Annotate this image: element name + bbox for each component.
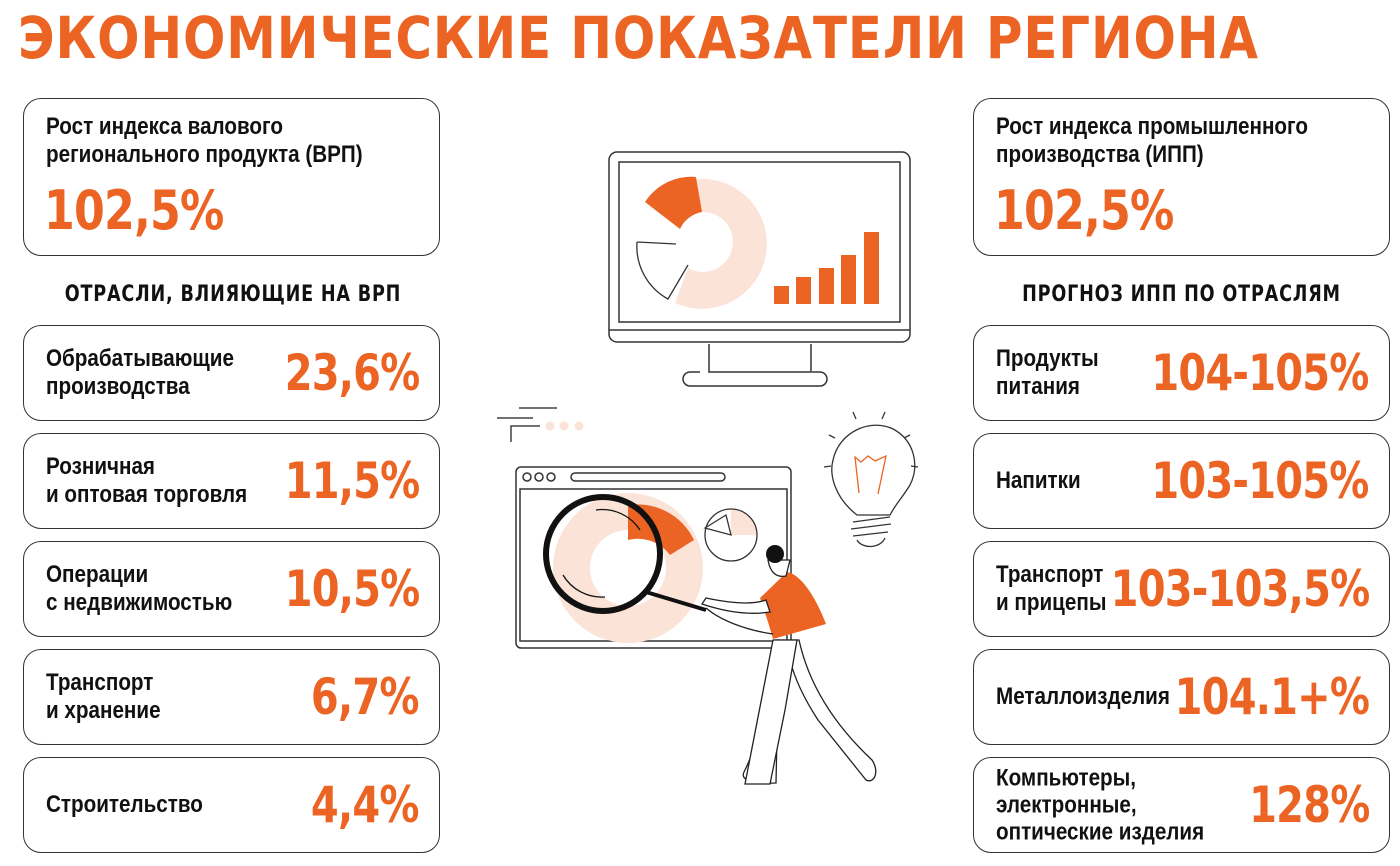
vrp-item: Операции с недвижимостью 10,5%	[23, 541, 440, 637]
vrp-item-label: Операции	[46, 561, 149, 588]
ipp-item: Металлоизделия 104.1+%	[973, 649, 1390, 745]
vrp-item-label: Обрабатывающие	[46, 345, 234, 372]
vrp-item: Розничная и оптовая торговля 11,5%	[23, 433, 440, 529]
ipp-headline-label-1: Рост индекса промышленного	[996, 113, 1308, 140]
monitor-icon	[608, 151, 911, 387]
vrp-headline-value: 102,5%	[44, 179, 224, 242]
bar-chart-icon	[774, 232, 879, 304]
ipp-item-label: Напитки	[996, 467, 1081, 494]
analytics-illustration	[497, 151, 919, 785]
vrp-item-label: Транспорт	[46, 669, 154, 696]
ipp-item-label: и прицепы	[996, 589, 1107, 616]
vrp-item: Транспорт и хранение 6,7%	[23, 649, 440, 745]
ipp-item: Напитки 103-105%	[973, 433, 1390, 529]
ipp-item: Транспорт и прицепы 103-103,5%	[973, 541, 1390, 637]
ipp-item-value: 103-105%	[1151, 452, 1370, 510]
ipp-item-label: электронные,	[996, 791, 1137, 819]
donut-chart-icon	[553, 493, 703, 643]
vrp-headline-card: Рост индекса валового регионального прод…	[23, 98, 440, 256]
vrp-item-value: 4,4%	[311, 776, 420, 834]
ipp-item: Компьютеры, электронные, оптические изде…	[973, 757, 1390, 853]
vrp-section-title: ОТРАСЛИ, ВЛИЯЮЩИЕ НА ВРП	[64, 282, 402, 307]
vrp-headline-label-2: регионального продукта (ВРП)	[46, 141, 363, 168]
ipp-item-label: питания	[996, 373, 1080, 400]
ipp-item-label: Металлоизделия	[996, 683, 1170, 710]
ipp-item-value: 103-103,5%	[1110, 560, 1370, 618]
vrp-item-label: с недвижимостью	[46, 589, 233, 616]
browser-window-icon	[515, 466, 792, 649]
page-title: ЭКОНОМИЧЕСКИЕ ПОКАЗАТЕЛИ РЕГИОНА	[18, 4, 1259, 72]
vrp-item-label: и хранение	[46, 697, 161, 724]
vrp-item-label: и оптовая торговля	[46, 481, 248, 508]
vrp-item: Обрабатывающие производства 23,6%	[23, 325, 440, 421]
vrp-item-value: 11,5%	[284, 452, 420, 510]
vrp-item-value: 10,5%	[284, 560, 420, 618]
donut-chart-icon	[636, 176, 767, 309]
lightbulb-icon	[823, 411, 919, 548]
ipp-section-title: ПРОГНОЗ ИПП ПО ОТРАСЛЯМ	[1022, 282, 1341, 307]
vrp-item: Строительство 4,4%	[23, 757, 440, 853]
ipp-headline-card: Рост индекса промышленного производства …	[973, 98, 1390, 256]
decorative-lines-icon	[497, 407, 557, 442]
ipp-item-label: Компьютеры,	[996, 764, 1137, 792]
person-icon	[700, 545, 877, 785]
ipp-item: Продукты питания 104-105%	[973, 325, 1390, 421]
ipp-item-value: 104-105%	[1151, 344, 1370, 402]
magnifier-icon	[543, 494, 707, 614]
ipp-item-value: 104.1+%	[1174, 668, 1369, 726]
vrp-item-label: Строительство	[46, 791, 203, 818]
ipp-item-label: Продукты	[996, 345, 1099, 372]
ipp-headline-value: 102,5%	[994, 179, 1174, 242]
vrp-item-value: 23,6%	[284, 344, 420, 402]
vrp-headline-label-1: Рост индекса валового	[46, 113, 283, 140]
ipp-item-label: Транспорт	[996, 561, 1104, 588]
ipp-item-value: 128%	[1248, 776, 1370, 834]
vrp-item-label: Розничная	[46, 453, 155, 480]
vrp-item-value: 6,7%	[311, 668, 420, 726]
pie-chart-icon	[703, 508, 758, 562]
ipp-item-label: оптические изделия	[996, 818, 1205, 846]
vrp-item-label: производства	[46, 373, 190, 400]
ipp-headline-label-2: производства (ИПП)	[996, 141, 1204, 168]
dots-icon	[545, 421, 584, 431]
